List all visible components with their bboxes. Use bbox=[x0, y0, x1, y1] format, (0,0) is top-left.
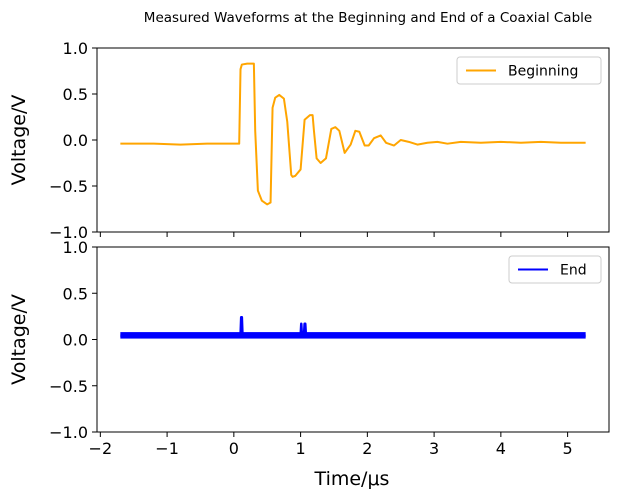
panel-bottom: −1.0 −0.5 0.0 0.5 1.0 −2 −1 0 1 2 3 4 5 Voltage/V End bbox=[8, 238, 610, 458]
x-tick-label: 4 bbox=[496, 439, 506, 458]
y-tick-label: 0.0 bbox=[63, 131, 88, 150]
x-tick-label: −1 bbox=[155, 439, 179, 458]
legend-box bbox=[456, 56, 602, 85]
legend-label: End bbox=[560, 263, 587, 279]
y-axis-label: Voltage/V bbox=[8, 294, 30, 385]
series-line-end bbox=[120, 316, 586, 338]
series-line-beginning bbox=[120, 62, 586, 206]
series-group bbox=[120, 62, 586, 206]
x-tick-label: 3 bbox=[429, 439, 439, 458]
x-tick-label: −2 bbox=[89, 439, 113, 458]
y-tick-label: 1.0 bbox=[63, 238, 88, 257]
legend-label: Beginning bbox=[508, 64, 578, 80]
y-tick-label: 0.5 bbox=[63, 284, 88, 303]
x-axis-label: Time/μs bbox=[314, 468, 390, 490]
y-tick-label: 1.0 bbox=[63, 39, 88, 58]
x-tick-label: 1 bbox=[296, 439, 306, 458]
series-group bbox=[120, 316, 586, 339]
x-tick-label: 5 bbox=[563, 439, 573, 458]
legend: End bbox=[508, 255, 602, 284]
y-tick-label: −0.5 bbox=[49, 377, 88, 396]
x-tick-label: 0 bbox=[229, 439, 239, 458]
x-tick-label: 2 bbox=[362, 439, 372, 458]
legend-box bbox=[508, 255, 602, 284]
y-axis-label: Voltage/V bbox=[8, 95, 30, 186]
y-tick-label: −1.0 bbox=[49, 223, 88, 242]
chart-title: Measured Waveforms at the Beginning and … bbox=[144, 10, 592, 26]
panel-top: −1.0 −0.5 0.0 0.5 1.0 Voltage/V Beginning bbox=[8, 39, 610, 242]
y-tick-label: −0.5 bbox=[49, 177, 88, 196]
y-tick-label: −1.0 bbox=[49, 423, 88, 442]
legend: Beginning bbox=[456, 56, 602, 85]
y-tick-label: 0.5 bbox=[63, 85, 88, 104]
y-tick-label: 0.0 bbox=[63, 331, 88, 350]
